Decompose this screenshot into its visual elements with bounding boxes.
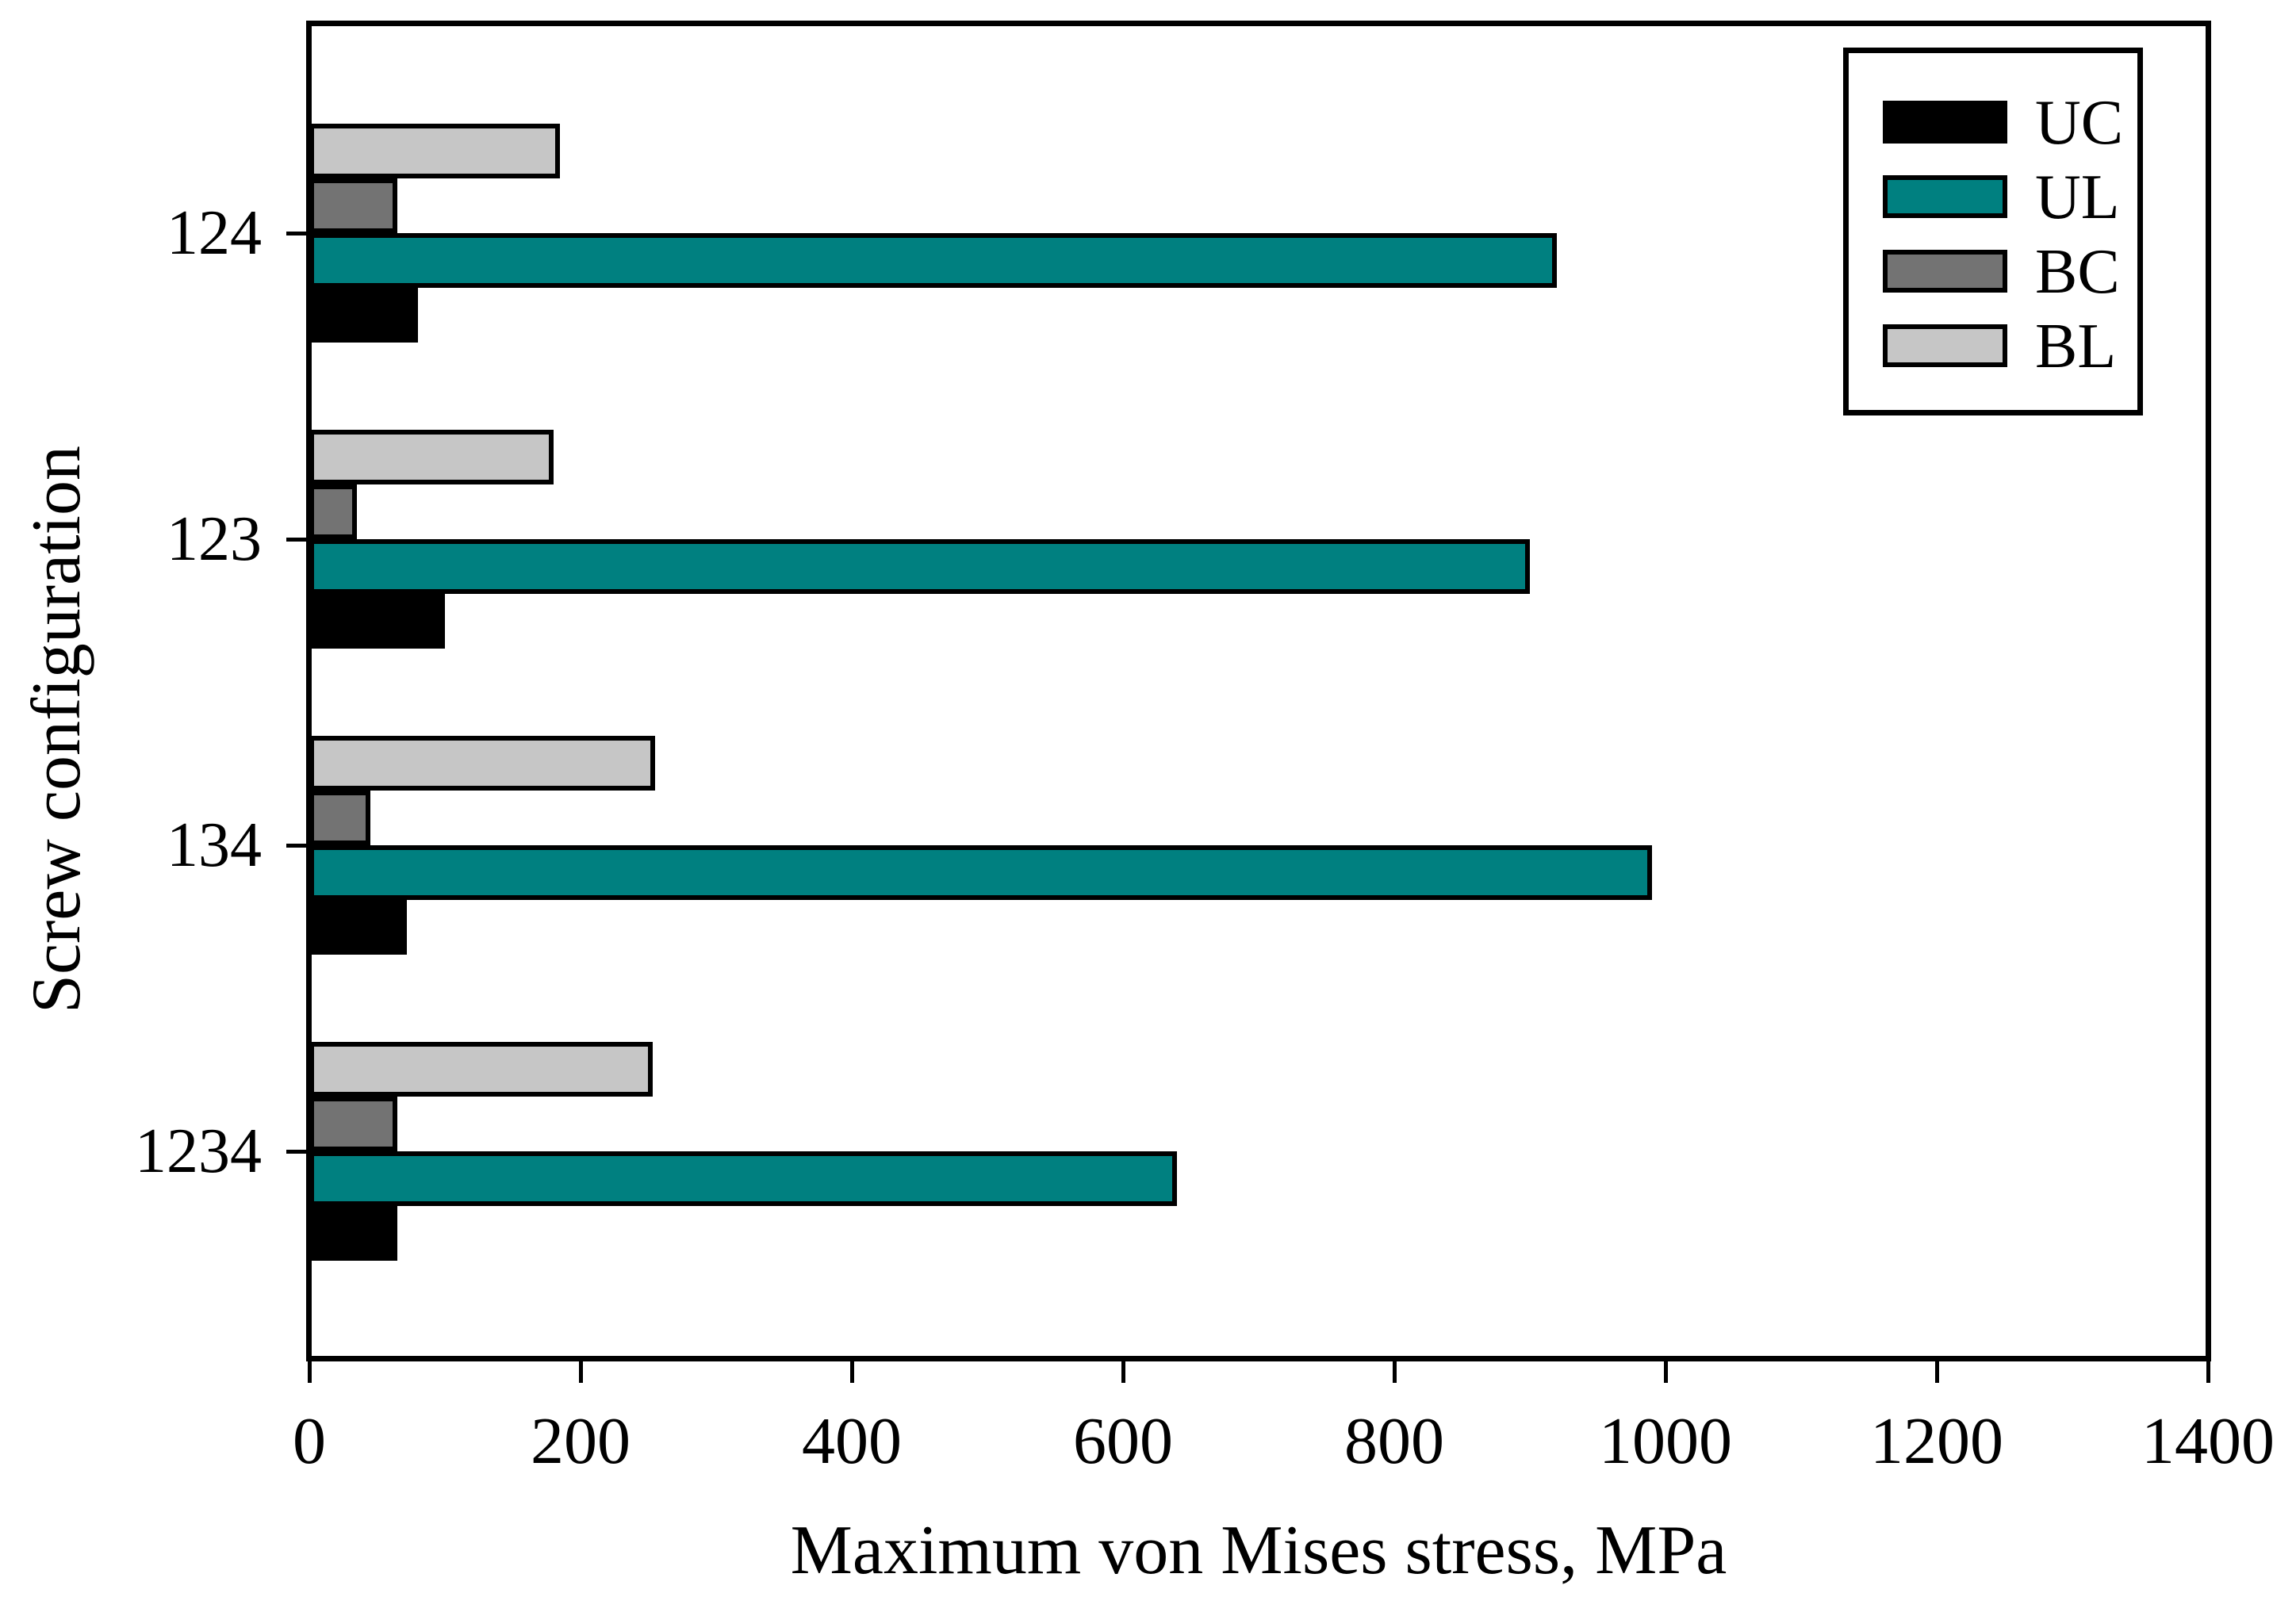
x-tick-label-400: 400: [802, 1404, 902, 1478]
y-tick-label-1234: 1234: [135, 1116, 262, 1186]
bar-UL-1234: [309, 1151, 1177, 1206]
bar-BL-134: [309, 736, 655, 791]
bar-BC-134: [309, 791, 370, 845]
x-tick-1000: [1664, 1361, 1668, 1383]
legend-label-BL: BL: [2035, 312, 2117, 381]
x-tick-label-1200: 1200: [1870, 1404, 2003, 1478]
legend-swatch-UL: [1883, 175, 2007, 218]
x-tick-label-0: 0: [293, 1404, 326, 1478]
legend-swatch-UC: [1883, 101, 2007, 144]
bar-UC-1234: [309, 1206, 397, 1261]
x-tick-label-200: 200: [531, 1404, 631, 1478]
bar-BC-124: [309, 178, 397, 233]
y-tick-label-123: 123: [167, 504, 262, 574]
bar-BC-1234: [309, 1097, 397, 1151]
x-tick-label-600: 600: [1073, 1404, 1173, 1478]
y-tick-1234: [286, 1150, 309, 1154]
legend-label-BC: BC: [2035, 237, 2120, 307]
y-tick-134: [286, 844, 309, 848]
y-axis-title: Screw configuration: [18, 446, 95, 1013]
x-tick-800: [1393, 1361, 1397, 1383]
y-tick-124: [286, 232, 309, 235]
legend: UC UL BC BL: [1843, 48, 2143, 415]
x-tick-1400: [2206, 1361, 2210, 1383]
bar-UC-123: [309, 594, 445, 649]
bar-UL-123: [309, 539, 1530, 594]
legend-swatch-BC: [1883, 250, 2007, 293]
x-tick-200: [579, 1361, 583, 1383]
bar-BL-1234: [309, 1042, 653, 1097]
bar-BC-123: [309, 484, 357, 539]
x-axis-title: Maximum von Mises stress, MPa: [790, 1512, 1727, 1589]
bar-UC-134: [309, 900, 407, 955]
x-tick-1200: [1935, 1361, 1939, 1383]
bar-UL-134: [309, 845, 1652, 900]
x-tick-label-1000: 1000: [1599, 1404, 1732, 1478]
x-tick-label-800: 800: [1344, 1404, 1444, 1478]
legend-label-UL: UL: [2035, 163, 2120, 232]
bar-UL-124: [309, 233, 1557, 288]
bar-UC-124: [309, 288, 418, 343]
legend-label-UC: UC: [2035, 88, 2124, 158]
y-tick-123: [286, 538, 309, 542]
x-tick-400: [850, 1361, 854, 1383]
x-tick-0: [308, 1361, 312, 1383]
y-tick-label-124: 124: [167, 198, 262, 268]
x-tick-label-1400: 1400: [2141, 1404, 2275, 1478]
bar-BL-123: [309, 430, 554, 484]
x-tick-600: [1121, 1361, 1125, 1383]
bar-BL-124: [309, 124, 560, 178]
y-tick-label-134: 134: [167, 810, 262, 880]
legend-swatch-BL: [1883, 324, 2007, 367]
